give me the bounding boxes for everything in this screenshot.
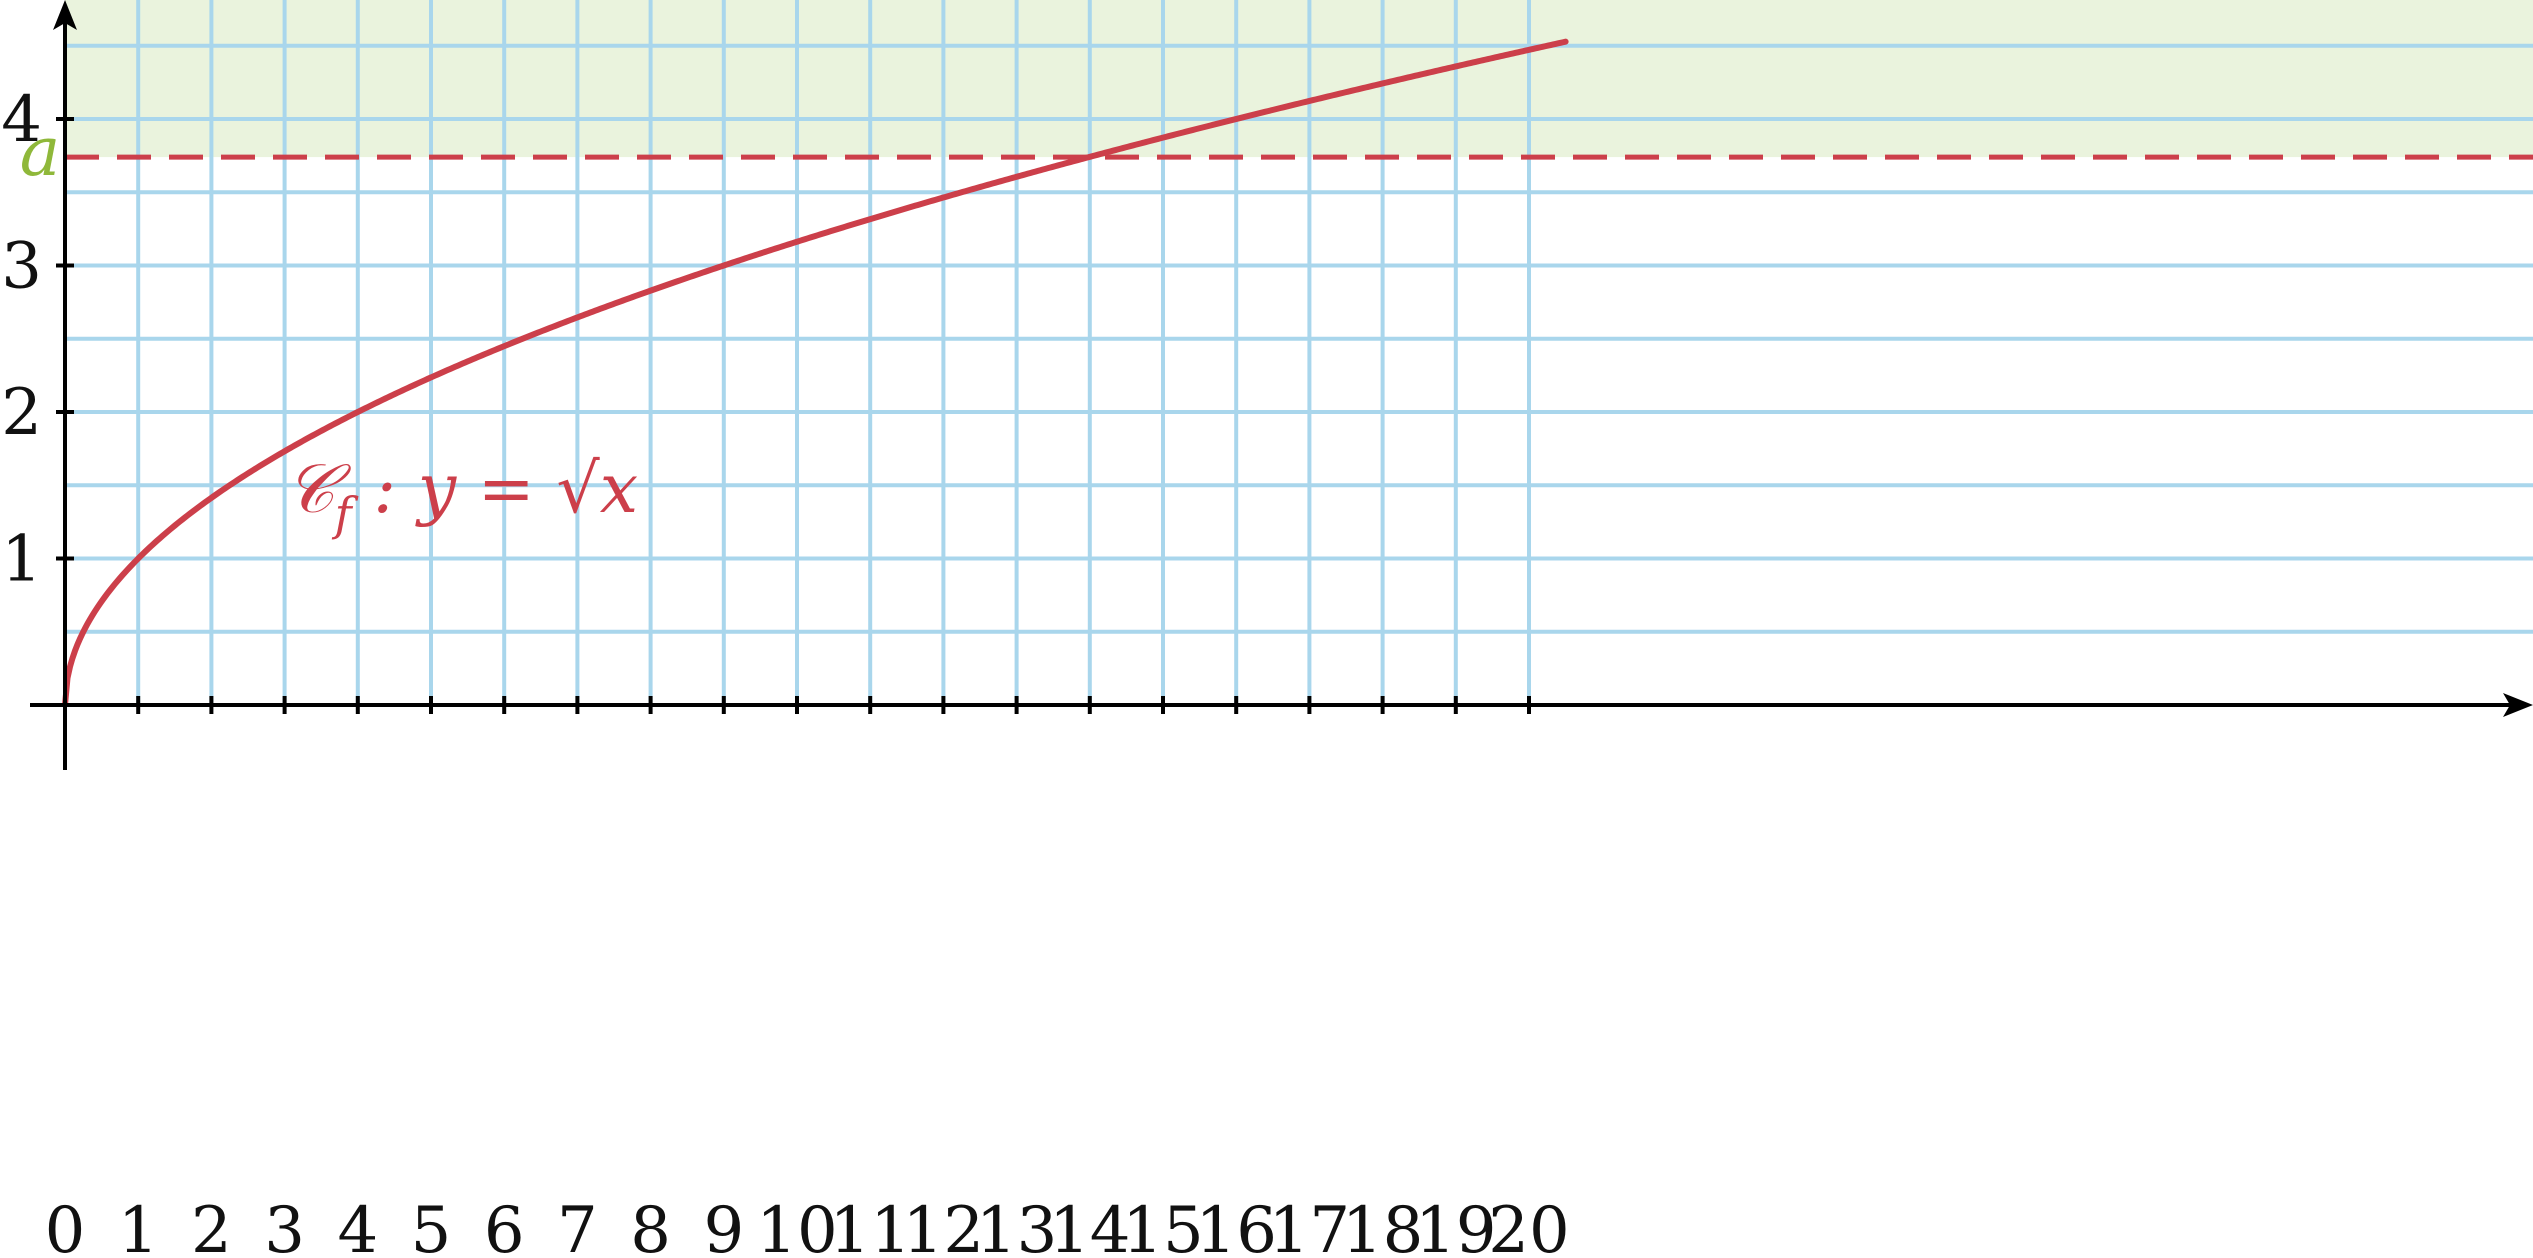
x-tick-label: 8: [630, 1194, 671, 1258]
y-tick-label: 3: [1, 230, 42, 304]
curve-label-rest: : y = √x: [352, 450, 638, 529]
x-tick-label: 2: [191, 1194, 232, 1258]
y-tick-label: 1: [1, 523, 42, 597]
y-axis-arrow: [53, 0, 77, 30]
x-axis-arrow: [2503, 693, 2533, 717]
x-tick-label: 11: [829, 1194, 910, 1258]
x-tick-label: 18: [1342, 1194, 1423, 1258]
x-tick-label: 4: [337, 1194, 378, 1258]
a-label: a: [20, 113, 61, 192]
grid: [65, 0, 2533, 705]
x-tick-label: 14: [1049, 1194, 1130, 1258]
y-tick-label: 4: [1, 83, 42, 157]
x-tick-label: 20: [1488, 1194, 1569, 1258]
x-tick-label: 9: [703, 1194, 744, 1258]
y-tick-label: 2: [1, 376, 42, 450]
y-tick-labels: 1 2 3 4: [1, 83, 42, 597]
curve-label: 𝒞f : y = √x: [285, 450, 638, 541]
x-tick-label: 5: [411, 1194, 452, 1258]
x-tick-label: 17: [1269, 1194, 1350, 1258]
x-tick-label: 10: [756, 1194, 837, 1258]
x-tick-label: 12: [903, 1194, 984, 1258]
x-tick-label: 13: [976, 1194, 1057, 1258]
shaded-region: [65, 0, 2533, 158]
x-tick-label: 1: [118, 1194, 159, 1258]
x-tick-label: 6: [484, 1194, 525, 1258]
x-tick-label: 3: [264, 1194, 305, 1258]
x-tick-label: 7: [557, 1194, 598, 1258]
x-tick-label: 19: [1415, 1194, 1496, 1258]
x-tick-label: 16: [1195, 1194, 1276, 1258]
axes: [30, 0, 2533, 770]
x-tick-label: 0: [45, 1194, 86, 1258]
x-tick-label: 15: [1122, 1194, 1203, 1258]
curve-sqrt: [62, 38, 1569, 708]
